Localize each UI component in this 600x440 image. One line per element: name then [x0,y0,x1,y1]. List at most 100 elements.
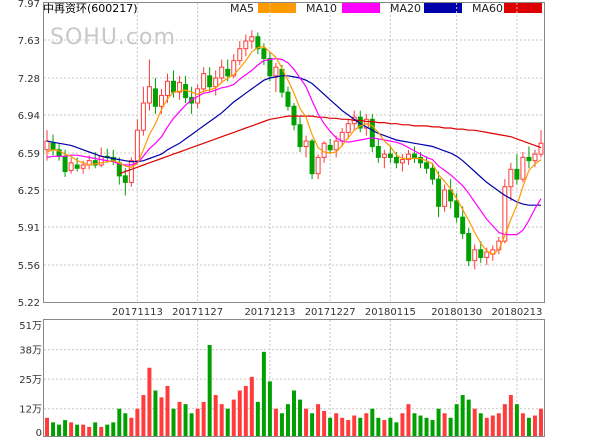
candle [508,162,514,201]
legend: MA5 MA10 MA20 MA60 [230,2,542,15]
legend-swatch-ma5 [258,3,296,13]
candle-body [207,75,213,88]
candle-body [309,140,315,175]
candle [44,130,50,161]
volume-y-tick-label: 25万 [19,375,42,386]
volume-y-axis-labels: 51万 38万 25万 12万 0 [19,321,42,439]
candle [56,144,62,161]
volume-bar [310,413,315,436]
moving-average-lines [46,45,542,255]
candle-body [165,80,170,96]
candle [309,138,315,180]
candle-body [128,160,134,183]
volume-bar [340,417,345,436]
candle-body [273,66,279,77]
volume-bar [69,422,74,436]
candle-body [213,77,219,88]
volume-bar [105,424,110,436]
candle [207,67,213,93]
price-y-tick-label: 7.97 [18,0,40,10]
candle-body [508,168,514,188]
candle [315,154,321,180]
volume-bar [75,424,80,436]
candle-body [520,156,526,180]
candle-body [472,249,478,262]
volume-bar [460,395,465,436]
candle-body [237,48,243,62]
candle [152,78,158,114]
volume-bar [526,417,531,436]
price-y-tick-label: 5.22 [18,298,40,309]
candle-body [430,167,436,180]
candle-body [315,156,321,175]
candle-body [436,178,442,207]
candle [116,157,122,185]
candle [448,179,454,209]
candle-body [225,68,231,77]
price-x-tick-label: 20171113 [112,307,163,318]
candle [219,59,225,82]
ma20-line [46,75,541,206]
candle [68,157,74,174]
volume-bar [171,408,176,436]
candle-body [418,156,423,164]
candle [243,34,249,57]
candle-body [44,140,50,151]
candle [478,241,484,263]
candle-body [285,91,291,107]
volume-bar [165,385,170,436]
volume-bar [159,397,164,436]
volume-bar [352,415,357,436]
volume-bar [412,413,417,436]
candle-body [538,142,544,155]
candle-body [303,140,309,148]
volume-bar [448,417,453,436]
volume-bar [129,417,134,436]
volume-bar [231,399,236,436]
candle [472,244,478,270]
candle [201,67,207,93]
candle-body [201,73,207,90]
volume-bar [328,417,333,436]
volume-bar [207,345,212,436]
candle [177,75,183,100]
volume-bar [285,404,290,436]
candle [134,119,140,163]
candle-body [92,160,98,166]
candle-body [381,153,387,158]
volume-bar [189,413,194,436]
volume-bar [123,413,128,436]
candle [357,110,363,133]
volume-bar [111,422,116,436]
candle-body [255,36,261,50]
volume-bar [358,417,363,436]
candle [436,171,442,218]
candle [74,157,80,172]
price-y-tick-label: 7.28 [18,74,40,85]
candle-body [345,123,351,133]
candle-body [267,57,273,77]
volume-bar [237,390,242,436]
volume-bar [87,426,92,436]
legend-label-ma60: MA60 [472,2,503,15]
candle-body [140,102,146,131]
volume-bar [135,408,140,436]
candle [303,135,309,158]
volume-bar [267,381,272,436]
candle-body [249,36,255,42]
price-x-tick-label: 20180130 [431,307,482,318]
candle [442,184,448,212]
candle-body [98,155,104,166]
volume-bar [51,422,56,436]
candle [514,154,520,185]
volume-y-tick-label: 12万 [19,405,42,416]
volume-bar [364,413,369,436]
candle-body [177,81,183,93]
legend-label-ma20: MA20 [390,2,421,15]
candle [98,147,104,168]
price-y-tick-label: 5.56 [18,261,40,272]
volume-bar [273,408,278,436]
volume-bar [478,413,483,436]
candle [424,156,430,174]
legend-label-ma5: MA5 [230,2,254,15]
